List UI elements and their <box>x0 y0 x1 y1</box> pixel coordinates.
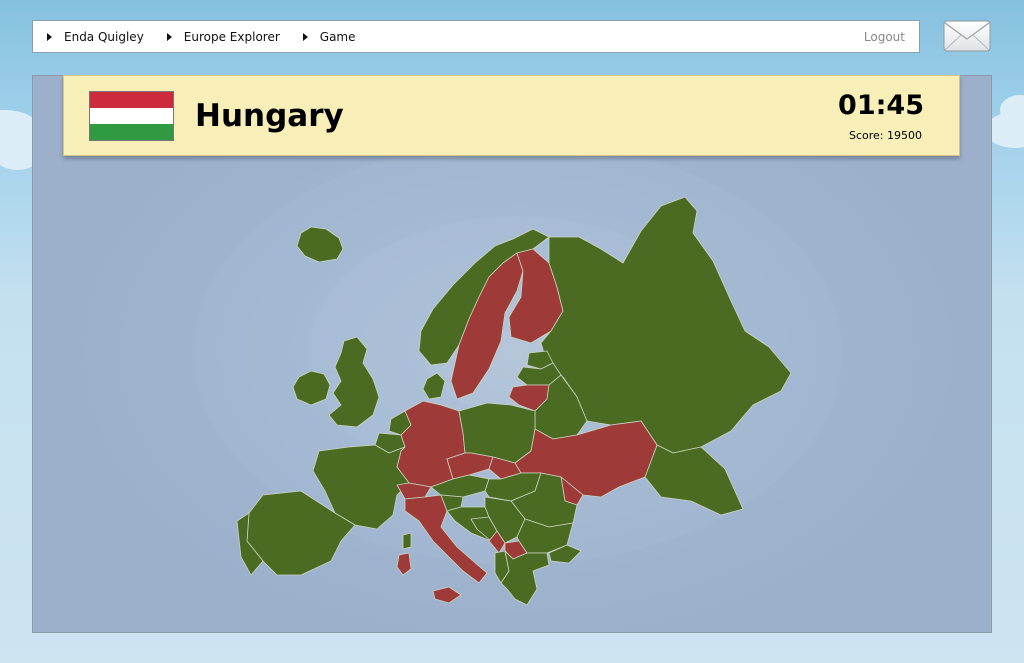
country-corsica[interactable] <box>402 532 412 550</box>
country-sardinia[interactable] <box>396 552 412 576</box>
breadcrumb-item-game[interactable]: Game <box>302 29 365 44</box>
country-greece[interactable] <box>500 550 550 606</box>
country-denmark[interactable] <box>422 372 446 400</box>
breadcrumb-label: Enda Quigley <box>64 29 144 44</box>
country-portugal[interactable] <box>236 512 264 576</box>
game-header: Hungary 01:45 Score: 19500 <box>63 75 960 156</box>
target-country-name: Hungary <box>195 98 344 134</box>
country-finland[interactable] <box>508 248 564 344</box>
breadcrumb-item-europe-explorer[interactable]: Europe Explorer <box>166 29 289 44</box>
country-uk[interactable] <box>328 336 380 428</box>
country-shapes <box>236 196 792 606</box>
country-turkey-edge[interactable] <box>548 544 582 564</box>
triangle-right-icon <box>47 32 52 41</box>
envelope-icon[interactable] <box>943 20 991 52</box>
breadcrumb-item-user[interactable]: Enda Quigley <box>47 30 153 44</box>
score-display: Score: 19500 <box>848 129 922 142</box>
flag-stripe <box>90 108 173 124</box>
europe-map[interactable] <box>33 76 991 632</box>
country-kazakh-edge[interactable] <box>644 444 744 516</box>
breadcrumb-label: Game <box>319 29 356 44</box>
breadcrumb-label: Europe Explorer <box>183 29 280 44</box>
country-russia[interactable] <box>540 196 792 454</box>
country-iceland[interactable] <box>296 226 344 263</box>
logout-link[interactable]: Logout <box>863 30 905 44</box>
country-flag <box>89 91 174 141</box>
countdown-timer: 01:45 <box>838 90 924 121</box>
breadcrumb-bar: Enda Quigley Europe Explorer Game Logout <box>32 20 920 53</box>
map-stage <box>32 75 992 633</box>
country-switzerland[interactable] <box>396 482 432 500</box>
country-ireland[interactable] <box>292 370 331 406</box>
triangle-right-icon <box>302 32 308 41</box>
triangle-right-icon <box>166 32 172 41</box>
country-sicily[interactable] <box>432 586 462 604</box>
flag-stripe <box>90 92 173 108</box>
flag-stripe <box>90 124 173 140</box>
